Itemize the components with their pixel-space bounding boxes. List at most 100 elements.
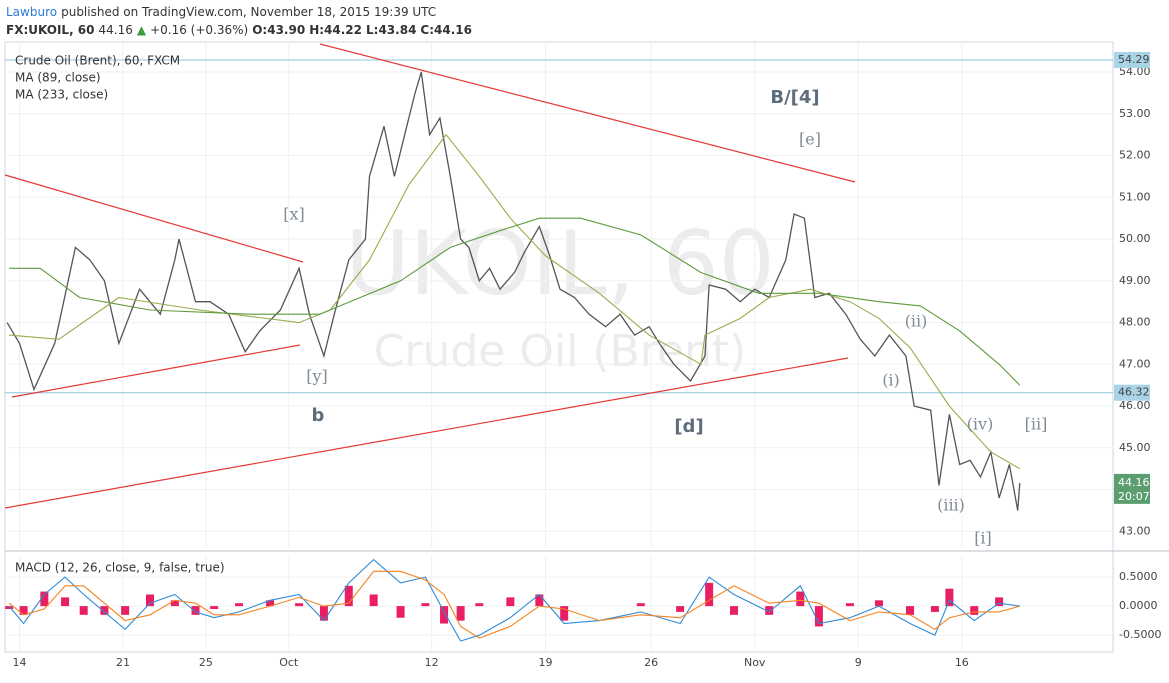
price-line-label: 54.29 xyxy=(1118,53,1150,66)
histogram-bar xyxy=(995,597,1004,607)
author: Lawburo xyxy=(6,5,58,19)
histogram-bar xyxy=(61,597,70,607)
x-tick-label: 14 xyxy=(12,656,26,669)
y-tick-label: 45.00 xyxy=(1119,441,1151,454)
histogram-bar xyxy=(930,606,939,612)
histogram-bar xyxy=(765,606,774,615)
histogram-bar xyxy=(319,606,328,621)
wave-label: [d] xyxy=(674,416,703,437)
y-tick-label: 48.00 xyxy=(1119,316,1151,329)
high: H:44.22 xyxy=(309,23,363,37)
histogram-bar xyxy=(506,597,515,607)
series-line xyxy=(8,570,1020,639)
y-tick-label: 47.00 xyxy=(1119,357,1151,370)
histogram-bar xyxy=(295,603,304,607)
histogram-bar xyxy=(170,600,179,607)
series-line xyxy=(8,558,1020,642)
legend-entry: Crude Oil (Brent), 60, FXCM xyxy=(15,54,180,68)
histogram-bar xyxy=(369,594,378,607)
x-tick-label: 9 xyxy=(855,656,862,669)
header-line: Lawburo published on TradingView.com, Nov… xyxy=(6,3,476,21)
legend-entry: MA (89, close) xyxy=(15,71,101,85)
low: L:43.84 xyxy=(366,23,417,37)
histogram-bar xyxy=(145,594,154,607)
wave-label: [ii] xyxy=(1025,415,1048,434)
histogram-bar xyxy=(796,591,805,607)
histogram-bar xyxy=(266,600,275,607)
histogram-bar xyxy=(396,606,405,618)
wave-label: B/[4] xyxy=(770,87,819,108)
histogram-bar xyxy=(19,606,28,615)
histogram-bar xyxy=(456,606,465,621)
marks xyxy=(5,59,1113,642)
trend-line xyxy=(4,174,304,263)
y-tick-label: 0.5000 xyxy=(1119,570,1158,583)
histogram-bar xyxy=(730,606,739,615)
wave-label: b xyxy=(312,405,325,426)
y-tick-label: 43.00 xyxy=(1119,524,1151,537)
histogram-bar xyxy=(79,606,88,615)
histogram-bar xyxy=(814,606,823,627)
price-line-box xyxy=(1114,384,1150,401)
trend-line xyxy=(11,344,301,398)
x-tick-label: 19 xyxy=(539,656,553,669)
legend-entry: MA (233, close) xyxy=(15,88,108,102)
open: O:43.90 xyxy=(252,23,306,37)
wave-label: [i] xyxy=(974,529,992,548)
histogram-bar xyxy=(210,606,219,610)
histogram-bar xyxy=(421,603,430,607)
wave-label: [e] xyxy=(799,130,821,149)
series-line xyxy=(9,217,1021,386)
histogram-bar xyxy=(344,585,353,607)
histogram-bar xyxy=(705,582,714,607)
y-tick-label: 49.00 xyxy=(1119,274,1151,287)
pane-title: MACD (12, 26, close, 9, false, true) xyxy=(15,561,225,575)
histogram-bar xyxy=(535,594,544,607)
last: 44.16 xyxy=(98,23,133,37)
histogram-bar xyxy=(191,606,200,615)
change: +0.16 (+0.36%) xyxy=(150,23,249,37)
countdown: 20:07 xyxy=(1118,490,1150,503)
x-tick-label: 21 xyxy=(116,656,130,669)
wave-label: (iv) xyxy=(967,415,994,434)
x-tick-label: 12 xyxy=(425,656,439,669)
grid xyxy=(5,42,1113,652)
header: Lawburo published on TradingView.com, Nov… xyxy=(6,3,476,39)
x-tick-label: 26 xyxy=(644,656,658,669)
plot-frame xyxy=(4,41,1114,653)
close: C:44.16 xyxy=(420,23,472,37)
histogram-bar xyxy=(100,606,109,615)
series-line xyxy=(9,133,1021,470)
histogram-bar xyxy=(874,600,883,607)
histogram-bar xyxy=(676,606,685,612)
histogram-bar xyxy=(5,606,14,610)
histogram-bar xyxy=(970,606,979,615)
histogram-bar xyxy=(845,603,854,607)
y-tick-label: 54.00 xyxy=(1119,65,1151,78)
wave-label: (iii) xyxy=(937,496,965,515)
histogram-bar xyxy=(40,591,49,607)
y-tick-label: 0.0000 xyxy=(1119,599,1158,612)
y-tick-label: 46.00 xyxy=(1119,399,1151,412)
labels: 43.0044.0045.0046.0047.0048.0049.0050.00… xyxy=(12,51,1161,669)
histogram-bar xyxy=(121,606,130,615)
histogram-bar xyxy=(235,603,244,607)
histogram-bar xyxy=(906,606,915,615)
symbol: FX:UKOIL, 60 xyxy=(6,23,95,37)
y-tick-label: 52.00 xyxy=(1119,149,1151,162)
y-tick-label: 53.00 xyxy=(1119,107,1151,120)
price-line-box xyxy=(1114,51,1150,68)
wave-label: [y] xyxy=(306,367,328,386)
watermark-name: Crude Oil (Brent) xyxy=(374,326,747,377)
y-tick-label: -0.5000 xyxy=(1119,628,1161,641)
header-line: FX:UKOIL, 60 44.16 ▲ +0.16 (+0.36%) O:43.90 H… xyxy=(6,21,476,39)
published: published on TradingView.com, November 1… xyxy=(61,5,437,19)
series-line xyxy=(6,71,1021,511)
y-tick-label: 50.00 xyxy=(1119,232,1151,245)
wave-label: (ii) xyxy=(905,312,928,331)
x-tick-label: 16 xyxy=(955,656,969,669)
x-tick-label: Nov xyxy=(744,656,766,669)
wave-label: (i) xyxy=(882,371,900,390)
